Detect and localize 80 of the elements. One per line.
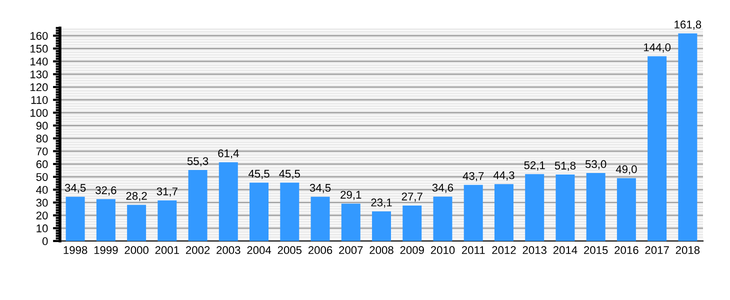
- bar: [525, 174, 544, 241]
- data-label: 23,1: [371, 198, 392, 208]
- x-tick-label: 2013: [522, 246, 546, 254]
- y-tick-label: 70: [36, 147, 48, 156]
- y-tick-label: 80: [36, 134, 48, 142]
- data-label: 52,1: [524, 161, 545, 170]
- x-tick-label: 2005: [278, 246, 302, 254]
- y-tick-label: 120: [30, 83, 48, 92]
- x-tick-label: 2016: [614, 246, 638, 254]
- data-label: 161,8: [674, 20, 702, 30]
- x-tick-label: 2008: [370, 246, 394, 254]
- bar: [372, 211, 391, 241]
- data-label: 61,4: [218, 149, 239, 159]
- data-label: 44,3: [493, 171, 514, 180]
- bar: [250, 182, 269, 241]
- y-tick-label: 110: [31, 96, 48, 104]
- data-label: 31,7: [156, 187, 178, 197]
- y-tick-label: 130: [30, 70, 48, 78]
- bar: [433, 196, 452, 241]
- y-tick-label: 90: [36, 122, 48, 130]
- x-tick-label: 2015: [584, 246, 608, 254]
- data-label: 53,0: [585, 160, 606, 170]
- x-tick-label: 2012: [492, 246, 516, 254]
- x-tick-label: 2000: [124, 246, 148, 254]
- data-label: 32,6: [96, 186, 116, 196]
- x-tick-label: 2006: [308, 246, 332, 254]
- x-tick-label: 1998: [64, 246, 88, 254]
- y-tick-label: 150: [30, 44, 48, 53]
- bar: [341, 204, 360, 241]
- x-tick-label: 2007: [339, 246, 363, 254]
- data-label: 27,7: [402, 192, 422, 202]
- y-tick-label: 0: [42, 237, 48, 246]
- y-tick-label: 10: [36, 224, 48, 232]
- data-label: 34,6: [432, 184, 454, 193]
- bar: [66, 196, 85, 241]
- bar: [678, 33, 698, 241]
- x-tick-label: 2017: [645, 246, 669, 254]
- bar: [616, 178, 636, 241]
- data-label: 49,0: [616, 165, 637, 174]
- bar: [586, 172, 606, 241]
- bar: [494, 184, 514, 241]
- x-tick-label: 2002: [186, 246, 210, 254]
- x-tick-label: 2011: [462, 246, 485, 254]
- data-label: 34,5: [64, 184, 86, 194]
- y-tick-label: 100: [30, 108, 48, 117]
- y-tick-label: 140: [30, 58, 48, 66]
- bar: [402, 205, 422, 241]
- bar: [158, 200, 177, 241]
- y-tick-label: 20: [36, 212, 48, 220]
- y-tick-label: 30: [36, 198, 48, 207]
- x-tick-label: 2009: [400, 246, 424, 254]
- data-label: 34,5: [310, 184, 331, 194]
- x-tick-label: 1999: [94, 246, 118, 254]
- y-tick-label: 160: [30, 32, 48, 40]
- data-label: 144,0: [644, 43, 671, 53]
- x-tick-label: 2010: [430, 246, 455, 254]
- bar: [310, 196, 330, 241]
- bar: [648, 56, 667, 241]
- x-tick-label: 2003: [216, 246, 240, 254]
- bar: [218, 162, 238, 241]
- bar: [556, 174, 575, 241]
- data-label: 55,3: [187, 157, 208, 166]
- bar: [464, 184, 483, 241]
- y-tick-label: 60: [36, 160, 48, 168]
- bar: [280, 182, 300, 241]
- data-label: 29,1: [340, 190, 362, 200]
- x-tick-label: 2001: [155, 246, 179, 254]
- x-tick-label: 2004: [247, 246, 272, 254]
- data-label: 28,2: [126, 192, 147, 202]
- data-label: 45,5: [248, 170, 270, 179]
- x-tick-label: 2014: [553, 246, 578, 254]
- bar: [127, 204, 146, 241]
- data-label: 45,5: [279, 170, 300, 179]
- data-label: 51,8: [554, 162, 576, 171]
- bar: [96, 199, 116, 241]
- x-tick-label: 2018: [676, 246, 700, 254]
- y-tick-label: 50: [36, 173, 48, 181]
- y-tick-label: 40: [36, 186, 48, 194]
- bar: [188, 170, 208, 241]
- data-label: 43,7: [462, 172, 484, 182]
